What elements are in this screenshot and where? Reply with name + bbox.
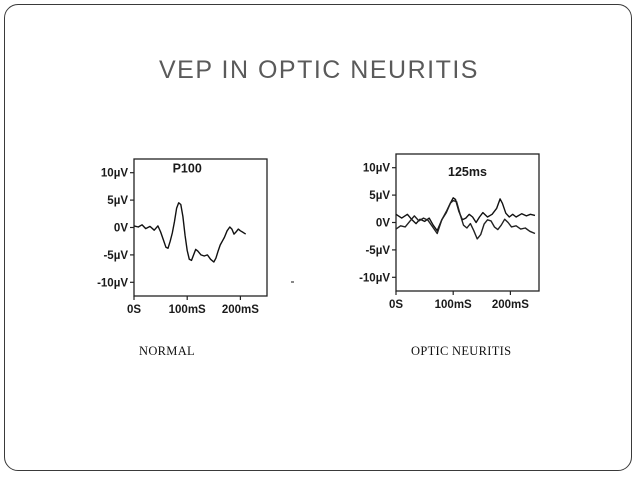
peak-annotation: P100 <box>173 162 202 176</box>
y-tick-label: 0V <box>376 218 390 230</box>
y-tick-label: -10µV <box>359 272 390 284</box>
slide-frame <box>4 4 632 471</box>
vep-trace-1 <box>133 202 247 263</box>
y-tick-label: -10µV <box>97 277 128 289</box>
x-tick-label: 100mS <box>169 304 206 316</box>
y-tick-label: 10µV <box>101 168 128 180</box>
x-tick-label: 200mS <box>222 304 259 316</box>
y-tick-label: 0V <box>114 223 128 235</box>
optic-neuritis-vep-chart: 10µV 5µV 0V -5µV -10µV 0S 100mS 200mS 125ms <box>359 153 540 311</box>
scan-artifact-mark <box>291 281 294 283</box>
peak-annotation: 125ms <box>448 165 487 179</box>
y-tick-label: 5µV <box>107 195 128 207</box>
slide-title: VEP IN OPTIC NEURITIS <box>159 56 479 84</box>
x-tick-label: 200mS <box>492 299 529 311</box>
y-tick-label: -5µV <box>103 250 128 262</box>
vep-trace-1 <box>395 197 536 232</box>
plot-frame <box>133 158 268 297</box>
x-tick-label: 0S <box>127 304 141 316</box>
normal-caption: NORMAL <box>139 344 195 358</box>
vep-trace-2 <box>395 199 536 240</box>
normal-vep-chart: 10µV 5µV 0V -5µV -10µV 0S 100mS 200mS P100 <box>97 158 268 316</box>
x-tick-label: 100mS <box>435 299 472 311</box>
x-tick-label: 0S <box>389 299 403 311</box>
optic-neuritis-caption: OPTIC NEURITIS <box>411 344 512 358</box>
y-tick-label: 10µV <box>363 163 390 175</box>
y-tick-label: 5µV <box>369 190 390 202</box>
y-tick-label: -5µV <box>365 245 390 257</box>
